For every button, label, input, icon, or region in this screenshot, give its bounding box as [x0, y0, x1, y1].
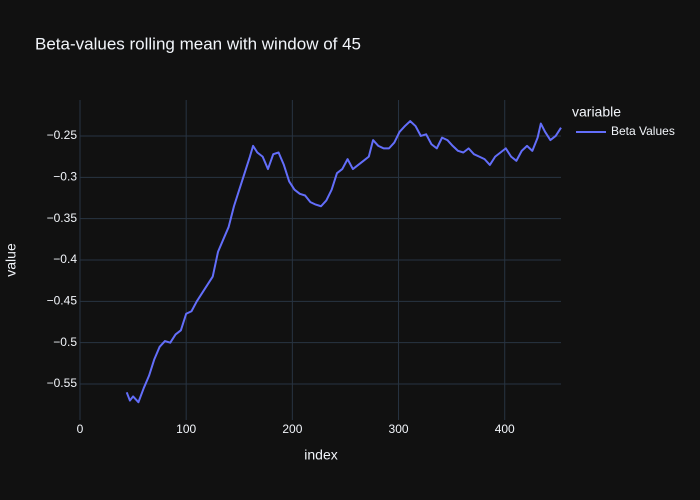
y-tick-label: −0.4 — [53, 252, 77, 266]
x-tick-label: 400 — [495, 422, 515, 436]
y-tick-label: −0.45 — [47, 294, 78, 308]
x-tick-label: 200 — [282, 422, 302, 436]
x-tick-label: 300 — [389, 422, 409, 436]
legend-title: variable — [572, 104, 621, 120]
y-tick-label: −0.5 — [53, 335, 77, 349]
y-tick-label: −0.3 — [53, 169, 77, 183]
data-line — [125, 120, 562, 404]
y-axis-label: value — [3, 243, 19, 277]
x-axis-label: index — [304, 447, 337, 463]
y-tick-label: −0.55 — [47, 376, 78, 390]
x-tick-label: 100 — [176, 422, 196, 436]
legend-label: Beta Values — [611, 124, 675, 138]
x-tick-label: 0 — [77, 422, 84, 436]
chart-title: Beta-values rolling mean with window of … — [35, 34, 361, 53]
y-tick-label: −0.35 — [47, 211, 78, 225]
y-tick-label: −0.25 — [47, 128, 78, 142]
